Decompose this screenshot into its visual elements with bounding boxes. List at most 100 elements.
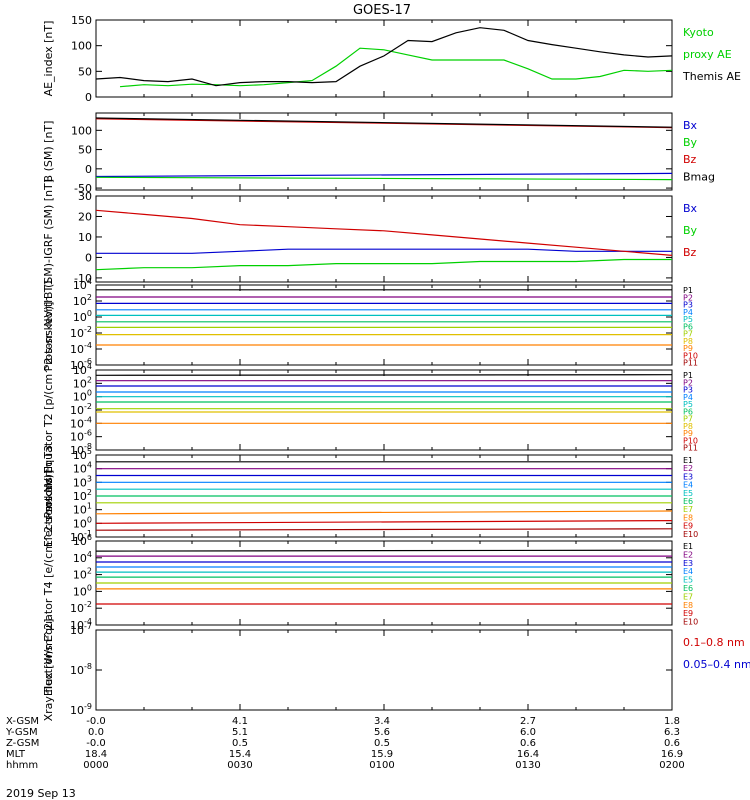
footer-cell: 3.4	[374, 716, 390, 727]
series-line	[95, 510, 673, 515]
footer-cell: 0.0	[88, 727, 104, 738]
date-label: 2019 Sep 13	[6, 787, 76, 800]
legend-label: E7	[683, 592, 693, 601]
legend-label: P8	[683, 422, 693, 431]
legend-label: 0.1–0.8 nm	[683, 636, 745, 649]
series-line	[119, 47, 673, 88]
y-tick-label: 50	[78, 65, 92, 78]
series-line	[96, 248, 672, 254]
y-axis-label: AE_index [nT]	[42, 21, 55, 97]
legend-label: Bx	[683, 119, 698, 132]
footer-cell: 4.1	[232, 716, 248, 727]
legend-label: E7	[683, 505, 693, 514]
y-tick-label: 102	[73, 293, 92, 308]
legend-label: E5	[683, 489, 693, 498]
series-line	[95, 176, 673, 181]
legend-label: P9	[683, 429, 693, 438]
legend-label: E10	[683, 618, 698, 627]
legend-label: Themis AE	[682, 70, 741, 83]
panel-frame	[95, 195, 673, 283]
y-tick-label: 104	[73, 277, 92, 292]
legend-label: E6	[683, 497, 693, 506]
footer-row-label: hhmm	[6, 760, 38, 771]
legend-label: By	[683, 136, 698, 149]
legend-label: E4	[683, 567, 693, 576]
footer-cell: 0100	[369, 760, 394, 771]
y-tick-label: -10	[74, 272, 92, 285]
footer-cell: 5.6	[374, 727, 390, 738]
footer-cell: 0130	[515, 760, 540, 771]
footer-cell: 5.1	[232, 727, 248, 738]
y-tick-label: 20	[78, 210, 92, 223]
legend-label: P10	[683, 436, 698, 445]
panel-3: -10 0 10 20 30 B (SM)-IGRF (SM) [nT] Bx By Bz	[42, 179, 698, 299]
y-axis-label: Protons North T1	[42, 279, 55, 372]
footer-row-label: MLT	[6, 749, 26, 760]
legend-label: P2	[683, 378, 693, 387]
series-line	[95, 258, 672, 271]
y-tick-label: 10	[78, 231, 92, 244]
orbit-footer: X-GSM -0.0 4.1 3.4 2.7 1.8 Y-GSM 0.0 5.1 5.6 6.0 6.…	[5, 716, 685, 771]
y-tick-label: 102	[73, 567, 92, 582]
series-line	[95, 117, 673, 128]
series-line	[95, 549, 673, 552]
footer-row-label: Z-GSM	[6, 738, 39, 749]
legend-label: E8	[683, 601, 693, 610]
footer-cell: 18.4	[85, 749, 107, 760]
legend-label: Kyoto	[683, 26, 714, 39]
footer-cell: 16.9	[661, 749, 683, 760]
y-axis-label: Protons Equator T2 [p/(cm^2-s-sr-keV)]	[42, 302, 55, 519]
legend-label: P1	[683, 371, 693, 380]
y-tick-label: 100	[73, 309, 92, 324]
legend-label: E2	[683, 550, 693, 559]
plot-title: GOES-17	[353, 3, 411, 18]
footer-cell: 0.5	[374, 738, 390, 749]
footer-cell: 6.0	[520, 727, 536, 738]
footer-row-label: X-GSM	[6, 716, 39, 727]
y-tick-label: 100	[73, 583, 92, 598]
legend-label: Bmag	[683, 170, 715, 183]
footer-cell: 0000	[83, 760, 108, 771]
y-tick-label: 10-9	[70, 702, 92, 717]
footer-cell: 2.7	[520, 716, 536, 727]
footer-cell: 0030	[227, 760, 252, 771]
y-tick-label: 0	[85, 163, 92, 176]
footer-cell: 6.3	[664, 727, 680, 738]
y-tick-label: -50	[74, 182, 92, 195]
y-tick-label: 10-7	[70, 622, 92, 637]
series-line	[95, 172, 673, 178]
legend-label: P2	[683, 293, 693, 302]
legend-label: E6	[683, 584, 693, 593]
y-tick-label: 30	[78, 190, 92, 203]
legend-label: P4	[683, 308, 693, 317]
series-line	[95, 27, 673, 87]
footer-cell: -0.0	[86, 738, 106, 749]
legend-label: P6	[683, 322, 693, 331]
legend-label: Bx	[683, 202, 698, 215]
y-axis-label: Electrons Equator T4 [e/(cm^2-s-sr-keV)]	[42, 470, 55, 696]
legend-label: E1	[683, 456, 693, 465]
legend-label: P1	[683, 286, 693, 295]
legend-label: By	[683, 224, 698, 237]
footer-cell: 0.6	[664, 738, 680, 749]
legend-label: Bz	[683, 153, 697, 166]
legend-label: P3	[683, 386, 693, 395]
legend-label: E3	[683, 559, 693, 568]
footer-cell: 0200	[659, 760, 684, 771]
legend-label: P5	[683, 400, 693, 409]
legend-label: Bz	[683, 246, 697, 259]
panel-2: -50 0 50 100 B (SM) [nT] Bx By Bz Bmag	[42, 112, 715, 195]
y-tick-label: 100	[71, 124, 92, 137]
legend-label: E3	[683, 472, 693, 481]
footer-cell: -0.0	[86, 716, 106, 727]
series-line	[95, 374, 673, 376]
y-tick-label: 104	[73, 550, 92, 565]
legend-label: E9	[683, 609, 693, 618]
legend-label: E4	[683, 481, 693, 490]
legend-label: E9	[683, 522, 693, 531]
